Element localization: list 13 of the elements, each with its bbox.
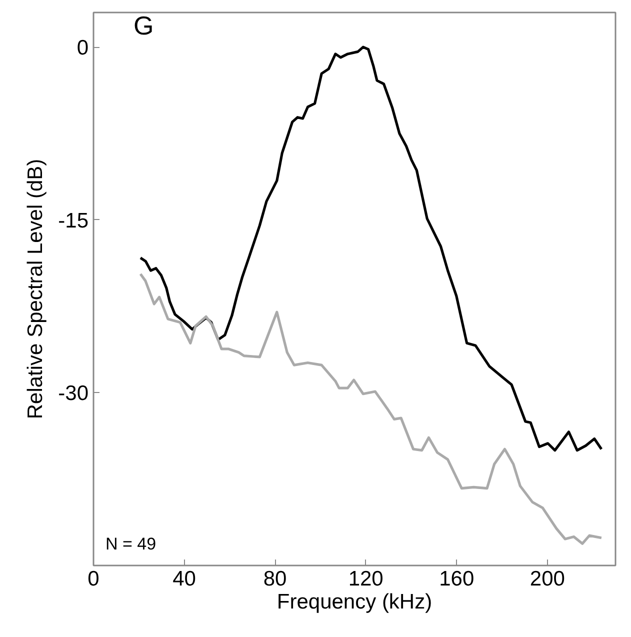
x-axis-title: Frequency (kHz)	[276, 590, 432, 614]
y-tick-label: -15	[58, 209, 89, 232]
annotation: N = 49	[106, 534, 156, 554]
annotation: G	[134, 10, 154, 40]
line-series	[139, 46, 603, 452]
x-tick-label: 200	[530, 568, 565, 590]
y-tick-label: 0	[76, 36, 89, 60]
y-axis-title: Relative Spectral Level (dB)	[24, 158, 48, 420]
x-tick-label: 120	[348, 568, 384, 590]
x-tick-label: 80	[263, 568, 287, 590]
x-tick-label: 40	[172, 568, 196, 590]
y-tick-label: -30	[58, 382, 89, 406]
x-tick-label: 160	[439, 568, 474, 590]
